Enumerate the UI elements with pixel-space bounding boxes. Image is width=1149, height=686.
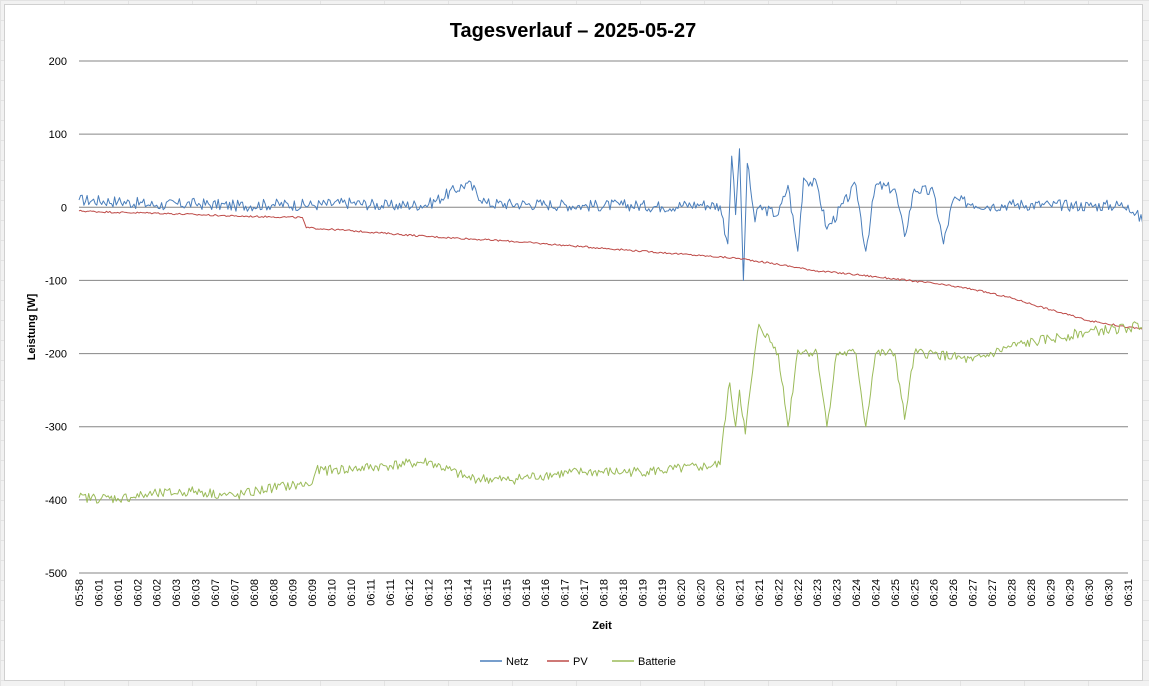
x-tick-label: 06:15 (501, 579, 513, 607)
y-tick-label: -200 (45, 349, 67, 361)
x-tick-label: 06:17 (560, 579, 572, 607)
x-tick-label: 06:21 (734, 579, 746, 607)
x-tick-label: 06:31 (1123, 579, 1135, 607)
chart-title: Tagesverlauf – 2025-05-27 (450, 20, 696, 42)
x-tick-label: 06:01 (113, 579, 125, 607)
y-tick-label: -500 (45, 568, 67, 580)
series-line-netz (78, 148, 1149, 281)
x-tick-label: 06:22 (773, 579, 785, 607)
x-tick-label: 06:02 (152, 579, 164, 607)
x-tick-label: 06:21 (754, 579, 766, 607)
x-tick-label: 06:28 (1026, 579, 1038, 607)
legend: Netz PV Batterie (480, 656, 676, 668)
series-line-pv (78, 209, 1149, 330)
x-axis-title: Zeit (592, 620, 612, 632)
y-tick-label: -300 (45, 422, 67, 434)
x-tick-label: 06:08 (268, 579, 280, 607)
x-tick-label: 06:23 (832, 579, 844, 607)
y-tick-label: -400 (45, 495, 67, 507)
x-tick-label: 06:11 (385, 579, 397, 606)
x-tick-label: 06:25 (890, 579, 902, 607)
x-tick-label: 06:19 (657, 579, 669, 607)
x-tick-label: 06:26 (929, 579, 941, 607)
chart-area[interactable]: Tagesverlauf – 2025-05-27 200 100 0 -100 -20… (4, 4, 1149, 681)
x-tick-label: 06:26 (948, 579, 960, 607)
x-tick-label: 06:10 (327, 579, 339, 607)
x-tick-label: 06:19 (637, 579, 649, 607)
x-tick-label: 06:01 (93, 579, 105, 607)
x-tick-label: 06:27 (987, 579, 999, 607)
x-tick-label: 06:24 (851, 579, 863, 607)
series-line-batterie (78, 320, 1149, 504)
data-series (78, 148, 1149, 504)
x-tick-label: 06:09 (288, 579, 300, 607)
x-tick-label: 06:03 (191, 579, 203, 607)
y-axis-tick-labels: 200 100 0 -100 -200 -300 -400 -500 (45, 56, 67, 580)
x-tick-label: 06:14 (463, 579, 475, 607)
y-tick-label: 100 (49, 129, 67, 141)
y-tick-label: 200 (49, 56, 67, 68)
x-tick-label: 06:16 (540, 579, 552, 607)
x-tick-label: 06:17 (579, 579, 591, 607)
x-tick-label: 06:22 (793, 579, 805, 607)
y-axis-title: Leistung [W] (26, 293, 38, 360)
x-tick-label: 06:30 (1104, 579, 1116, 607)
legend-label-netz: Netz (506, 656, 529, 668)
line-chart: Tagesverlauf – 2025-05-27 200 100 0 -100 -20… (26, 20, 1149, 668)
x-axis-tick-labels: 05:58 06:01 06:01 06:02 06:02 06:03 06:03 06:07… (74, 579, 1135, 607)
x-tick-label: 06:20 (676, 579, 688, 607)
x-tick-label: 06:24 (870, 579, 882, 607)
y-tick-label: 0 (61, 202, 67, 214)
x-tick-label: 06:08 (249, 579, 261, 607)
x-tick-label: 06:11 (365, 579, 377, 606)
x-tick-label: 06:27 (968, 579, 980, 607)
x-tick-label: 06:29 (1045, 579, 1057, 607)
legend-label-batterie: Batterie (638, 656, 676, 668)
x-tick-label: 06:16 (521, 579, 533, 607)
x-tick-label: 06:20 (715, 579, 727, 607)
x-tick-label: 06:07 (229, 579, 241, 607)
x-tick-label: 06:20 (696, 579, 708, 607)
x-tick-label: 06:13 (443, 579, 455, 607)
x-tick-label: 06:23 (812, 579, 824, 607)
x-tick-label: 06:25 (909, 579, 921, 607)
x-tick-label: 06:18 (599, 579, 611, 607)
x-tick-label: 06:10 (346, 579, 358, 607)
x-tick-label: 06:15 (482, 579, 494, 607)
x-tick-label: 06:12 (404, 579, 416, 607)
x-tick-label: 06:28 (1006, 579, 1018, 607)
x-tick-label: 05:58 (74, 579, 86, 607)
x-tick-label: 06:29 (1065, 579, 1077, 607)
x-tick-label: 06:30 (1084, 579, 1096, 607)
legend-label-pv: PV (573, 656, 588, 668)
x-tick-label: 06:07 (210, 579, 222, 607)
x-tick-label: 06:03 (171, 579, 183, 607)
x-tick-label: 06:02 (132, 579, 144, 607)
x-tick-label: 06:12 (424, 579, 436, 607)
x-tick-label: 06:18 (618, 579, 630, 607)
x-tick-label: 06:09 (307, 579, 319, 607)
y-tick-label: -100 (45, 275, 67, 287)
